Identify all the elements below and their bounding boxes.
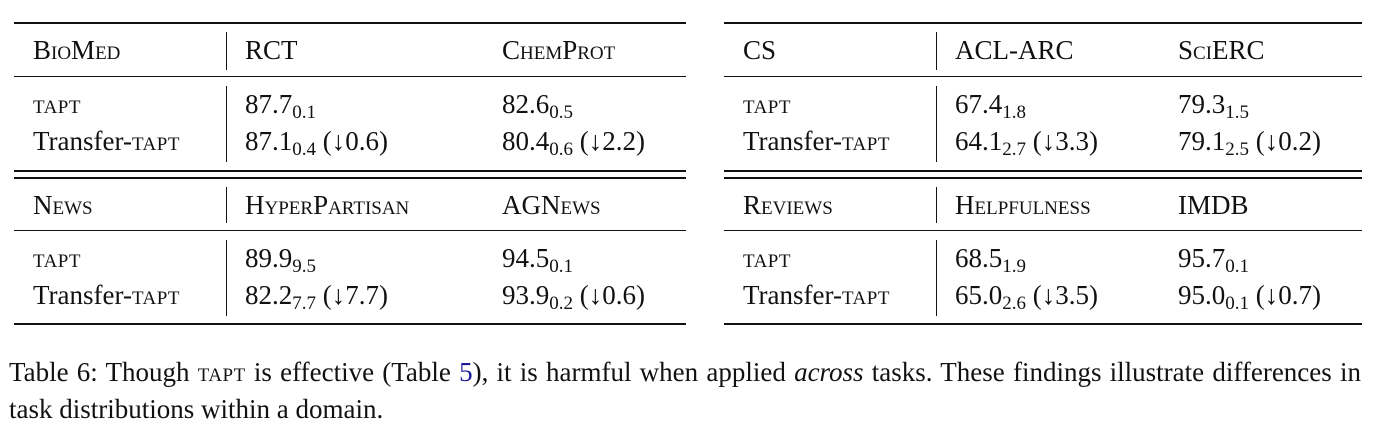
column-separator [936, 187, 937, 223]
task-header: HyperPartisan [245, 190, 410, 220]
bottom-rule [14, 323, 686, 325]
method-label: tapt [33, 243, 81, 273]
task-header: Helpfulness [955, 190, 1091, 220]
column-separator [936, 32, 937, 70]
task-header: IMDB [1178, 190, 1249, 220]
header-rule [14, 76, 686, 77]
method-label: tapt [743, 89, 791, 119]
double-rule-lower [724, 177, 1362, 179]
table-caption: Table 6: Though tapt is effective (Table… [9, 357, 1361, 424]
caption-label: Table 6: [9, 357, 98, 387]
score-cell: 95.00.1 (↓0.7) [1178, 280, 1321, 314]
method-label: Transfer-tapt [33, 126, 180, 156]
top-rule [724, 22, 1362, 24]
domain-header: CS [743, 35, 777, 65]
double-rule-upper [724, 170, 1362, 172]
task-header: RCT [245, 35, 298, 65]
score-cell: 68.51.9 [955, 243, 1026, 277]
task-header: AGNews [502, 190, 601, 220]
score-cell: 94.50.1 [502, 243, 573, 277]
score-cell: 79.31.5 [1178, 89, 1249, 123]
domain-header: BioMed [33, 35, 121, 65]
score-cell: 79.12.5 (↓0.2) [1178, 126, 1321, 160]
score-cell: 64.12.7 (↓3.3) [955, 126, 1098, 160]
score-cell: 87.70.1 [245, 89, 316, 123]
header-rule [724, 230, 1362, 231]
score-cell: 67.41.8 [955, 89, 1026, 123]
method-label: tapt [743, 243, 791, 273]
score-cell: 95.70.1 [1178, 243, 1249, 277]
domain-header: Reviews [743, 190, 833, 220]
score-cell: 93.90.2 (↓0.6) [502, 280, 645, 314]
score-cell: 82.27.7 (↓7.7) [245, 280, 388, 314]
method-label: tapt [33, 89, 81, 119]
column-separator [936, 240, 937, 316]
table-reference-link[interactable]: 5 [459, 357, 473, 387]
bottom-rule [724, 323, 1362, 325]
table-left: BioMed RCT ChemProt tapt 87.70.1 82.60.5… [14, 0, 686, 332]
task-header: ChemProt [502, 35, 616, 65]
score-cell: 82.60.5 [502, 89, 573, 123]
double-rule-lower [14, 177, 686, 179]
top-rule [14, 22, 686, 24]
score-cell: 89.99.5 [245, 243, 316, 277]
column-separator [226, 86, 227, 162]
score-cell: 65.02.6 (↓3.5) [955, 280, 1098, 314]
column-separator [936, 86, 937, 162]
header-rule [14, 230, 686, 231]
method-label: Transfer-tapt [743, 280, 890, 310]
task-header: ACL-ARC [955, 35, 1074, 65]
method-label: Transfer-tapt [743, 126, 890, 156]
score-cell: 87.10.4 (↓0.6) [245, 126, 388, 160]
method-label: Transfer-tapt [33, 280, 180, 310]
header-rule [724, 76, 1362, 77]
column-separator [226, 187, 227, 223]
double-rule-upper [14, 170, 686, 172]
score-cell: 80.40.6 (↓2.2) [502, 126, 645, 160]
column-separator [226, 32, 227, 70]
table-right: CS ACL-ARC SciERC tapt 67.41.8 79.31.5 T… [724, 0, 1362, 332]
task-header: SciERC [1178, 35, 1265, 65]
domain-header: News [33, 190, 93, 220]
column-separator [226, 240, 227, 316]
